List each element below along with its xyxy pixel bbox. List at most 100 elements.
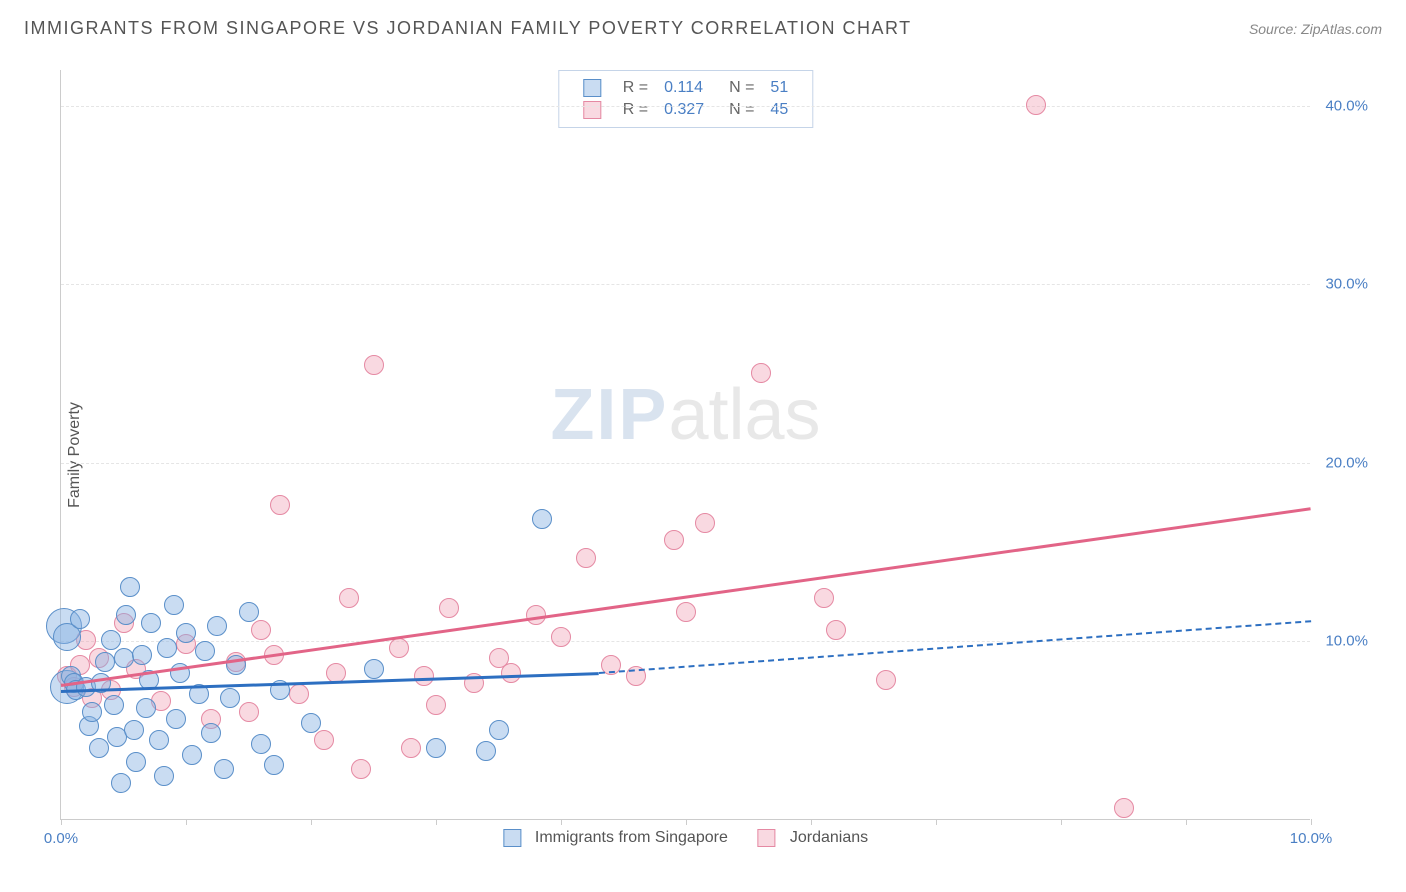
plot-area: ZIPatlas R =0.114 N =51R =0.327 N =45 Im… bbox=[60, 70, 1310, 820]
data-point-singapore bbox=[166, 709, 186, 729]
data-point-jordanian bbox=[439, 598, 459, 618]
watermark-part2: atlas bbox=[668, 375, 820, 455]
data-point-singapore bbox=[195, 641, 215, 661]
data-point-singapore bbox=[111, 773, 131, 793]
data-point-singapore bbox=[95, 652, 115, 672]
data-point-jordanian bbox=[695, 513, 715, 533]
data-point-jordanian bbox=[239, 702, 259, 722]
data-point-singapore bbox=[532, 509, 552, 529]
legend-n-value: 51 bbox=[762, 77, 796, 99]
data-point-jordanian bbox=[314, 730, 334, 750]
x-tick-mark bbox=[686, 819, 687, 825]
y-tick-label: 30.0% bbox=[1325, 276, 1368, 293]
x-tick-mark bbox=[561, 819, 562, 825]
x-tick-mark bbox=[1311, 819, 1312, 825]
data-point-singapore bbox=[176, 623, 196, 643]
data-point-jordanian bbox=[270, 495, 290, 515]
trend-line-extension-singapore bbox=[598, 620, 1311, 674]
data-point-singapore bbox=[124, 720, 144, 740]
data-point-jordanian bbox=[876, 670, 896, 690]
data-point-singapore bbox=[104, 695, 124, 715]
data-point-singapore bbox=[120, 577, 140, 597]
data-point-singapore bbox=[132, 645, 152, 665]
data-point-singapore bbox=[201, 723, 221, 743]
data-point-singapore bbox=[164, 595, 184, 615]
data-point-singapore bbox=[149, 730, 169, 750]
x-tick-mark bbox=[186, 819, 187, 825]
x-tick-mark bbox=[436, 819, 437, 825]
data-point-jordanian bbox=[351, 759, 371, 779]
data-point-jordanian bbox=[676, 602, 696, 622]
data-point-jordanian bbox=[1114, 798, 1134, 818]
legend-label: Immigrants from Singapore bbox=[535, 829, 728, 847]
legend-swatch-jordanian bbox=[583, 101, 601, 119]
gridline bbox=[61, 641, 1310, 642]
data-point-singapore bbox=[126, 752, 146, 772]
legend-r-value: 0.327 bbox=[656, 99, 712, 121]
data-point-singapore bbox=[476, 741, 496, 761]
chart-title: IMMIGRANTS FROM SINGAPORE VS JORDANIAN F… bbox=[24, 18, 912, 39]
x-tick-mark bbox=[936, 819, 937, 825]
data-point-singapore bbox=[136, 698, 156, 718]
data-point-jordanian bbox=[664, 530, 684, 550]
y-tick-label: 10.0% bbox=[1325, 633, 1368, 650]
data-point-singapore bbox=[251, 734, 271, 754]
legend-row-jordanian: R =0.327 N =45 bbox=[575, 99, 796, 121]
data-point-jordanian bbox=[389, 638, 409, 658]
x-tick-mark bbox=[1061, 819, 1062, 825]
x-tick-label: 10.0% bbox=[1290, 830, 1333, 847]
gridline bbox=[61, 284, 1310, 285]
chart-container: Family Poverty ZIPatlas R =0.114 N =51R … bbox=[50, 60, 1380, 850]
data-point-singapore bbox=[82, 702, 102, 722]
data-point-jordanian bbox=[551, 627, 571, 647]
data-point-singapore bbox=[426, 738, 446, 758]
x-tick-mark bbox=[811, 819, 812, 825]
data-point-singapore bbox=[220, 688, 240, 708]
data-point-singapore bbox=[70, 609, 90, 629]
legend-label: Jordanians bbox=[790, 829, 868, 847]
chart-header: IMMIGRANTS FROM SINGAPORE VS JORDANIAN F… bbox=[0, 0, 1406, 51]
data-point-singapore bbox=[301, 713, 321, 733]
legend-item-jordanian: Jordanians bbox=[758, 829, 868, 847]
data-point-jordanian bbox=[251, 620, 271, 640]
data-point-singapore bbox=[264, 755, 284, 775]
data-point-jordanian bbox=[326, 663, 346, 683]
data-point-jordanian bbox=[414, 666, 434, 686]
legend-n-label: N = bbox=[712, 99, 762, 121]
data-point-singapore bbox=[89, 738, 109, 758]
trend-line-jordanian bbox=[61, 508, 1311, 688]
data-point-singapore bbox=[214, 759, 234, 779]
x-tick-mark bbox=[1186, 819, 1187, 825]
legend-r-label: R = bbox=[615, 77, 656, 99]
data-point-jordanian bbox=[364, 355, 384, 375]
data-point-jordanian bbox=[814, 588, 834, 608]
data-point-jordanian bbox=[751, 363, 771, 383]
legend-swatch-jordanian bbox=[758, 829, 776, 847]
data-point-singapore bbox=[489, 720, 509, 740]
gridline bbox=[61, 463, 1310, 464]
series-legend: Immigrants from Singapore Jordanians bbox=[503, 829, 868, 847]
x-tick-label: 0.0% bbox=[44, 830, 78, 847]
watermark: ZIPatlas bbox=[550, 374, 820, 456]
data-point-jordanian bbox=[339, 588, 359, 608]
x-tick-mark bbox=[311, 819, 312, 825]
data-point-singapore bbox=[141, 613, 161, 633]
data-point-jordanian bbox=[826, 620, 846, 640]
legend-n-value: 45 bbox=[762, 99, 796, 121]
x-tick-mark bbox=[61, 819, 62, 825]
data-point-singapore bbox=[114, 648, 134, 668]
source-label: Source: ZipAtlas.com bbox=[1249, 21, 1382, 37]
y-tick-label: 40.0% bbox=[1325, 97, 1368, 114]
data-point-jordanian bbox=[1026, 95, 1046, 115]
data-point-jordanian bbox=[501, 663, 521, 683]
legend-n-label: N = bbox=[712, 77, 762, 99]
y-tick-label: 20.0% bbox=[1325, 454, 1368, 471]
data-point-singapore bbox=[116, 605, 136, 625]
legend-row-singapore: R =0.114 N =51 bbox=[575, 77, 796, 99]
correlation-legend: R =0.114 N =51R =0.327 N =45 bbox=[558, 70, 813, 128]
data-point-jordanian bbox=[576, 548, 596, 568]
data-point-singapore bbox=[239, 602, 259, 622]
watermark-part1: ZIP bbox=[550, 375, 668, 455]
data-point-singapore bbox=[207, 616, 227, 636]
gridline bbox=[61, 106, 1310, 107]
